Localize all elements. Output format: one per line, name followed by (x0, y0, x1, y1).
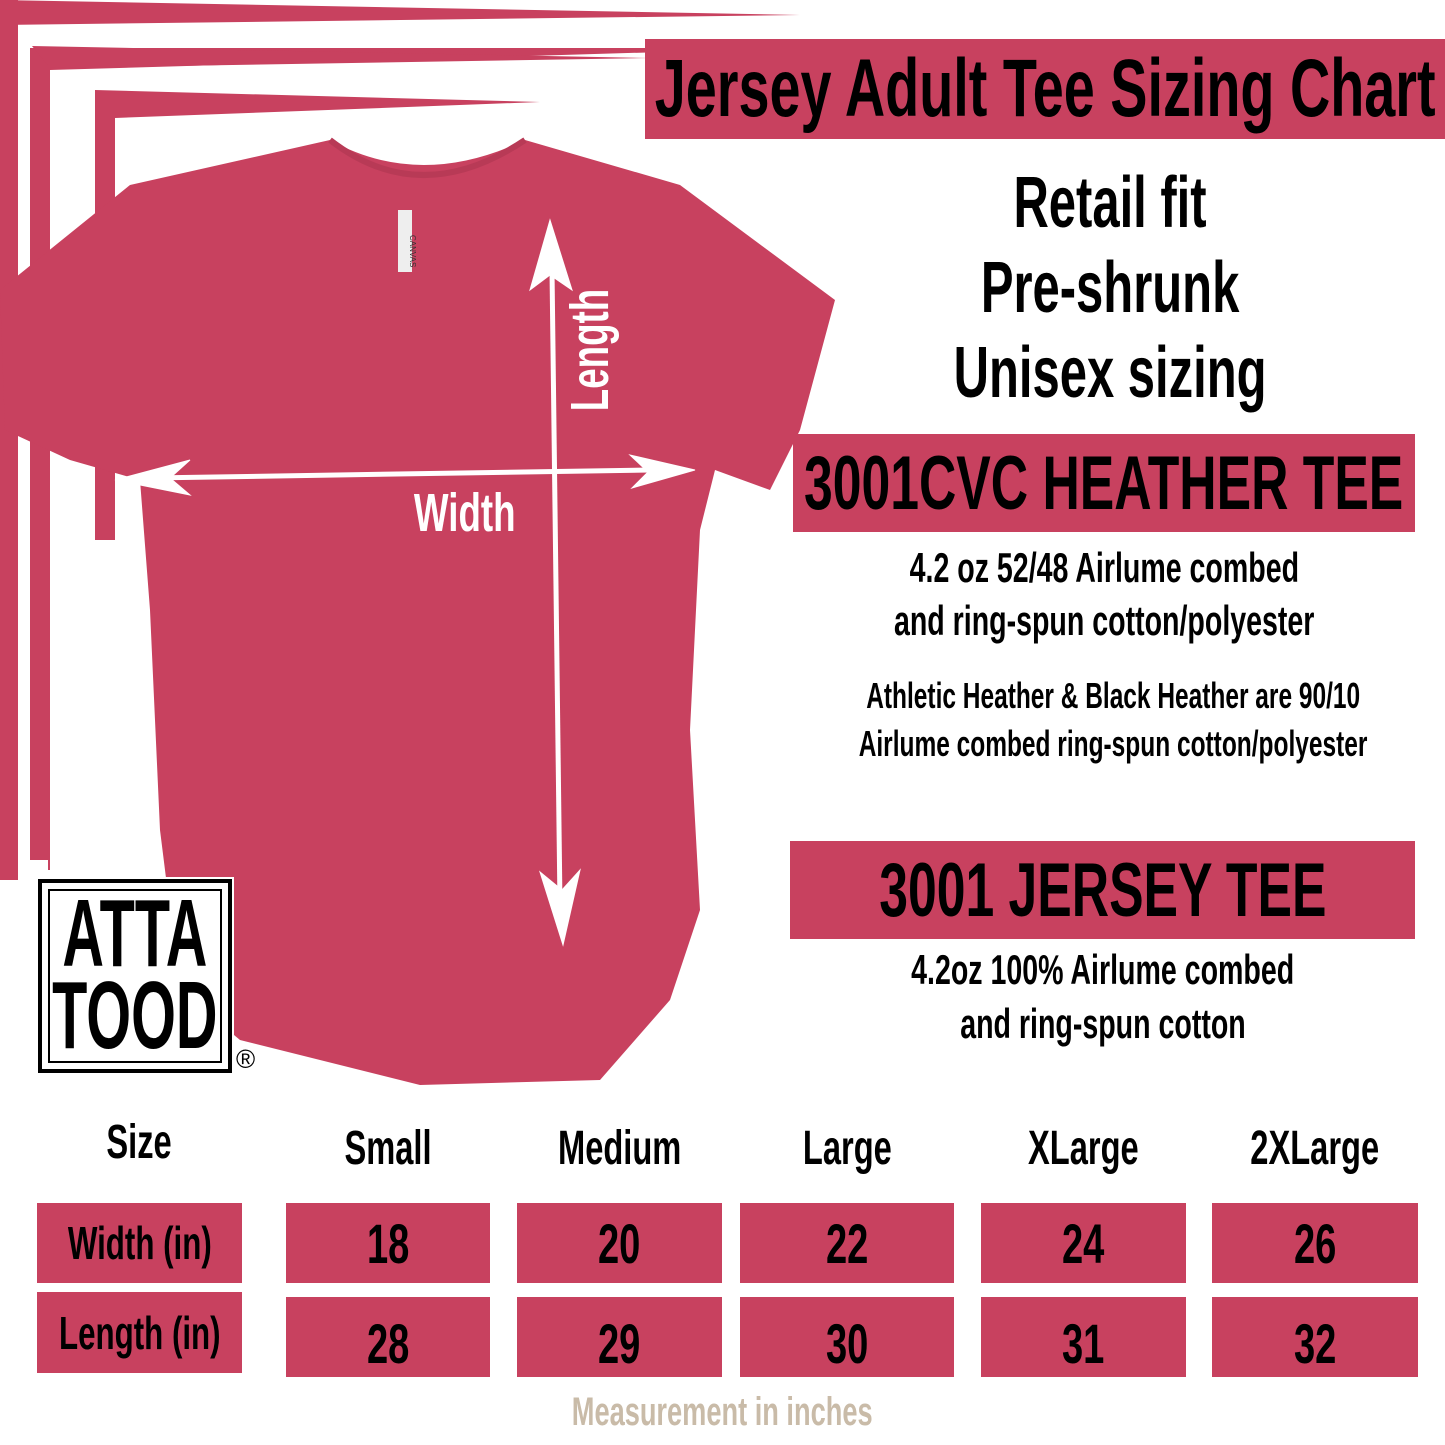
registered-mark: ® (236, 1044, 256, 1074)
feature-unisex: Unisex sizing (953, 332, 1267, 413)
width-label: Width (414, 483, 516, 543)
feature-retail-fit: Retail fit (1013, 162, 1207, 243)
length-medium: 29 (517, 1297, 722, 1377)
product-desc: and ring-spun cotton (959, 1000, 1246, 1047)
length-label: Length (560, 288, 620, 412)
size-xlarge: XLarge (1028, 1121, 1139, 1175)
row-label-length: Length (in) (37, 1292, 242, 1373)
product-desc: 4.2oz 100% Airlume combed (910, 946, 1295, 993)
size-medium: Medium (557, 1121, 682, 1175)
length-large: 30 (740, 1297, 954, 1377)
size-2xlarge: 2XLarge (1250, 1121, 1380, 1175)
page-title: Jersey Adult Tee Sizing Chart (645, 39, 1445, 139)
product-desc: and ring-spun cotton/polyester (893, 597, 1315, 644)
length-xlarge: 31 (981, 1297, 1186, 1377)
tshirt-image (0, 137, 835, 1085)
product-heading-3001: 3001 JERSEY TEE (790, 841, 1415, 939)
width-medium: 20 (517, 1203, 722, 1283)
product-heading-3001cvc: 3001CVC HEATHER TEE (793, 434, 1415, 532)
size-large: Large (802, 1121, 892, 1175)
width-small: 18 (286, 1203, 490, 1283)
width-xlarge: 24 (981, 1203, 1186, 1283)
footnote: Measurement in inches (572, 1389, 873, 1434)
decorative-corner-stripes (0, 0, 800, 880)
length-small: 28 (286, 1297, 490, 1377)
measurement-arrows (114, 218, 696, 947)
row-label-width: Width (in) (37, 1203, 242, 1283)
brand-logo: ATTA TOOD (36, 877, 234, 1075)
length-arrow-icon (529, 218, 581, 947)
size-header: Size (106, 1115, 173, 1169)
feature-pre-shrunk: Pre-shrunk (980, 247, 1240, 328)
length-2xlarge: 32 (1212, 1297, 1418, 1377)
width-arrow-icon (114, 454, 696, 496)
size-small: Small (344, 1121, 432, 1175)
product-note: Athletic Heather & Black Heather are 90/… (866, 675, 1360, 716)
product-note: Airlume combed ring-spun cotton/polyeste… (858, 723, 1368, 764)
width-2xlarge: 26 (1212, 1203, 1418, 1283)
width-large: 22 (740, 1203, 954, 1283)
product-desc: 4.2 oz 52/48 Airlume combed (909, 544, 1299, 591)
